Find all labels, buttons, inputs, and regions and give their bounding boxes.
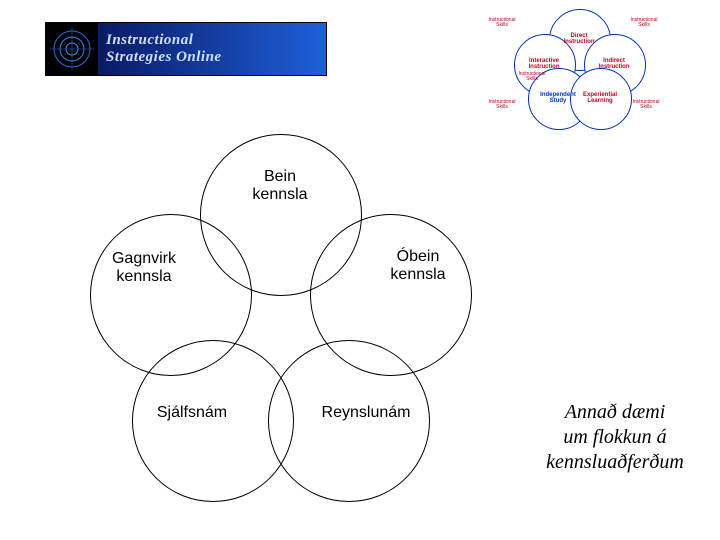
banner-instructional-strategies: Instructional Strategies Online xyxy=(45,22,327,76)
thumb-side-label: InstructionalSkills xyxy=(480,100,524,110)
venn-diagram: Beinkennsla Gagnvirkkennsla Óbeinkennsla Sj… xyxy=(70,110,490,490)
thumb-side-label: InstructionalSkills xyxy=(480,18,524,28)
caption-line3: kennsluaðferðum xyxy=(546,451,684,473)
thumb-side-label: InstructionalSkills xyxy=(622,18,666,28)
caption-line2: um flokkun á xyxy=(563,426,666,448)
thumb-side-label: InstructionalSkills xyxy=(510,72,554,82)
banner-title-line1: Instructional xyxy=(106,32,222,49)
venn-label: Óbeinkennsla xyxy=(348,248,488,285)
thumb-label: InteractiveInstruction xyxy=(514,58,574,70)
venn-label: Reynslunám xyxy=(296,404,436,422)
venn-label: Beinkennsla xyxy=(210,168,350,205)
banner-title-line2: Strategies Online xyxy=(106,49,222,66)
venn-label: Gagnvirkkennsla xyxy=(74,250,214,287)
thumb-label: IndirectInstruction xyxy=(584,58,644,70)
banner-swirl-graphic xyxy=(46,23,98,75)
swirl-icon xyxy=(46,23,98,75)
thumb-side-label: InstructionalSkills xyxy=(624,100,668,110)
venn-label: Sjálfsnám xyxy=(122,404,262,422)
banner-title: Instructional Strategies Online xyxy=(98,23,326,75)
thumb-label: ExperientialLearning xyxy=(570,92,630,104)
thumb-label: DirectInstruction xyxy=(549,33,609,45)
thumbnail-diagram: DirectInstruction InteractiveInstruction I… xyxy=(492,6,667,126)
caption-line1: Annað dæmi xyxy=(565,401,666,423)
caption-text: Annað dæmi um flokkun á kennsluaðferðum xyxy=(520,400,710,475)
